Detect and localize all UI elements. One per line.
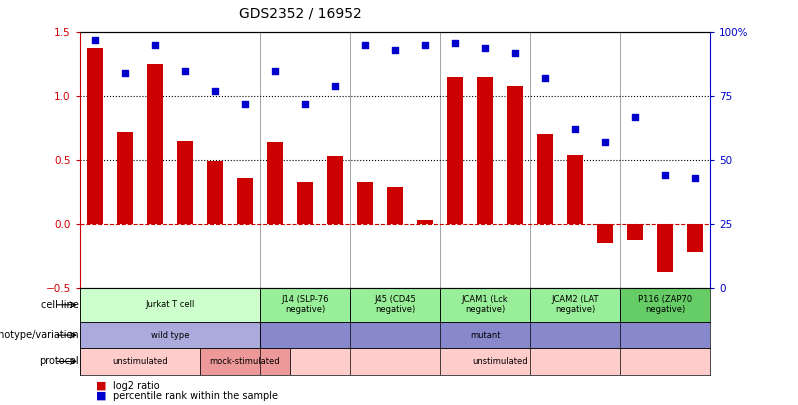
Text: protocol: protocol [40,356,79,367]
Bar [447,77,464,224]
Bar [687,224,704,252]
Point [358,42,371,49]
Point [569,126,582,132]
Text: ■: ■ [96,381,106,390]
Bar [477,77,493,224]
Bar [260,288,350,322]
Point [239,100,251,107]
Bar [207,161,223,224]
Point [539,75,551,81]
Point [479,45,492,51]
Point [179,68,192,74]
Text: J45 (CD45
negative): J45 (CD45 negative) [374,295,416,314]
Bar [200,348,290,375]
Bar [297,182,313,224]
Bar [507,86,523,224]
Bar [620,288,710,322]
Bar [86,48,103,224]
Text: JCAM2 (LAT
negative): JCAM2 (LAT negative) [551,295,598,314]
Point [448,39,461,46]
Point [269,68,282,74]
Point [118,70,131,77]
Text: log2 ratio: log2 ratio [113,381,160,390]
Bar [350,288,440,322]
Bar [260,322,710,348]
Bar [80,288,260,322]
Bar [567,155,583,224]
Point [659,172,672,179]
Point [329,83,342,89]
Bar [290,348,710,375]
Bar [176,141,193,224]
Text: unstimulated: unstimulated [472,357,528,366]
Bar [597,224,614,243]
Bar [440,288,530,322]
Text: mutant: mutant [470,330,500,340]
Text: mock-stimulated: mock-stimulated [210,357,280,366]
Bar [387,187,403,224]
Text: genotype/variation: genotype/variation [0,330,79,340]
Bar [537,134,553,224]
Text: wild type: wild type [151,330,189,340]
Bar [357,182,373,224]
Text: GDS2352 / 16952: GDS2352 / 16952 [239,6,361,20]
Bar [657,224,674,272]
Text: cell line: cell line [41,300,79,310]
Point [298,100,311,107]
Point [629,113,642,120]
Bar [417,220,433,224]
Text: JCAM1 (Lck
negative): JCAM1 (Lck negative) [462,295,508,314]
Bar [147,64,163,224]
Point [148,42,161,49]
Bar [237,178,253,224]
Bar [80,348,200,375]
Text: unstimulated: unstimulated [112,357,168,366]
Text: Jurkat T cell: Jurkat T cell [145,300,195,309]
Point [89,37,101,43]
Bar [117,132,133,224]
Bar [530,288,620,322]
Text: P116 (ZAP70
negative): P116 (ZAP70 negative) [638,295,692,314]
Text: percentile rank within the sample: percentile rank within the sample [113,391,279,401]
Bar [80,322,260,348]
Text: J14 (SLP-76
negative): J14 (SLP-76 negative) [281,295,329,314]
Point [598,139,611,145]
Bar [627,224,643,240]
Point [208,88,221,94]
Bar [267,142,283,224]
Point [419,42,432,49]
Point [389,47,401,53]
Point [508,49,521,56]
Bar [326,156,343,224]
Point [689,175,701,181]
Text: ■: ■ [96,391,106,401]
